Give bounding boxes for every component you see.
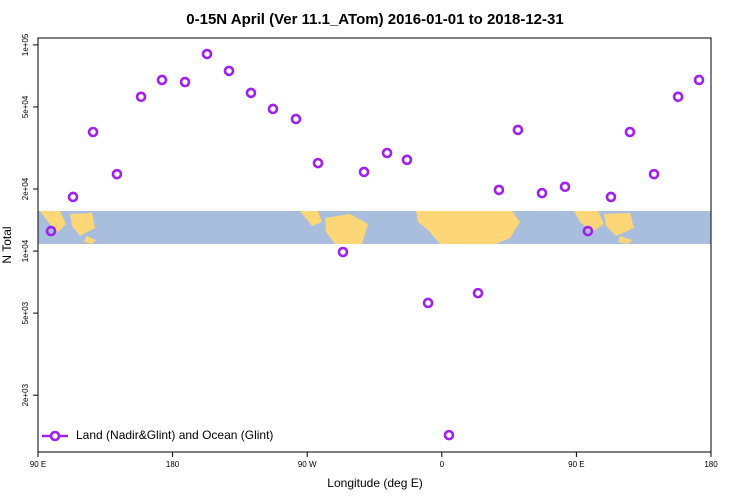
- data-point: [559, 181, 571, 193]
- data-point: [422, 297, 434, 309]
- y-tick-label: 2e+03: [21, 383, 30, 406]
- y-tick-label: 2e+04: [21, 177, 30, 200]
- data-point: [312, 157, 324, 169]
- y-tick-label: 5e+04: [21, 95, 30, 118]
- legend-marker: [49, 430, 61, 442]
- data-point: [267, 103, 279, 115]
- data-point: [179, 76, 191, 88]
- chart-title: 0-15N April (Ver 11.1_ATom) 2016-01-01 t…: [186, 11, 563, 28]
- data-point: [493, 184, 505, 196]
- plot-frame: [37, 37, 712, 453]
- data-point: [648, 168, 660, 180]
- data-point: [472, 287, 484, 299]
- x-tick-label: 90 W: [298, 460, 317, 469]
- data-point: [223, 65, 235, 77]
- data-point: [443, 429, 455, 441]
- x-tick-label: 180: [166, 460, 180, 469]
- y-tick-label: 5e+03: [21, 301, 30, 324]
- data-point: [381, 147, 393, 159]
- legend-item: Land (Nadir&Glint) and Ocean (Glint): [42, 428, 273, 442]
- x-tick-label: 0: [440, 460, 445, 469]
- data-point: [67, 191, 79, 203]
- data-point: [512, 124, 524, 136]
- data-point: [87, 126, 99, 138]
- data-point: [337, 246, 349, 258]
- data-point: [672, 91, 684, 103]
- land: [40, 211, 634, 244]
- data-point: [245, 87, 257, 99]
- data-point: [624, 126, 636, 138]
- data-point: [45, 225, 57, 237]
- legend-label: Land (Nadir&Glint) and Ocean (Glint): [76, 428, 273, 442]
- x-tick-label: 180: [704, 460, 718, 469]
- y-axis-label: N Total: [0, 226, 14, 263]
- data-point: [156, 74, 168, 86]
- data-point: [290, 113, 302, 125]
- map-strip: [38, 211, 711, 244]
- x-tick-label: 90 E: [30, 460, 46, 469]
- data-point: [111, 168, 123, 180]
- x-axis-label: Longitude (deg E): [327, 476, 422, 490]
- data-point: [358, 166, 370, 178]
- y-tick-label: 1e+04: [21, 239, 30, 262]
- y-tick-label: 1e+05: [21, 33, 30, 56]
- data-point: [401, 154, 413, 166]
- data-point: [536, 187, 548, 199]
- data-point: [693, 74, 705, 86]
- data-point: [135, 91, 147, 103]
- x-tick-label: 90 E: [568, 460, 584, 469]
- data-point: [582, 225, 594, 237]
- data-point: [201, 48, 213, 60]
- data-point: [605, 191, 617, 203]
